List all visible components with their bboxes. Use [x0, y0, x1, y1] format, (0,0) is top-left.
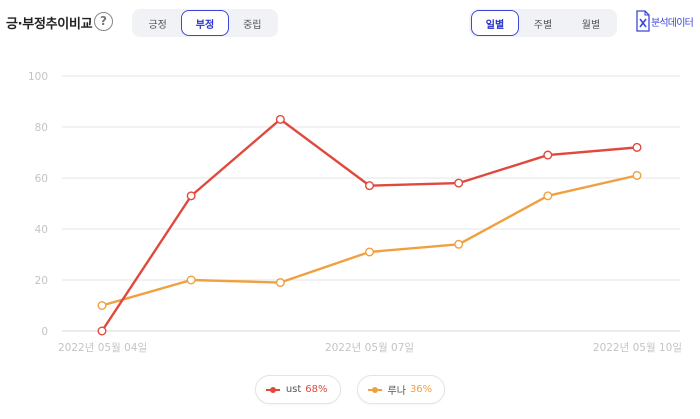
data-point-루나-2022-05-09	[543, 191, 553, 201]
data-point-루나-2022-05-05	[186, 275, 196, 285]
y-tick-60: 60	[35, 173, 48, 185]
x-axis-ticks: 2022년 05월 04일 2022년 05월 07일 2022년 05월 10일	[58, 341, 682, 354]
legend-marker-ust	[265, 386, 280, 394]
chart-header: 긍·부정추이비교 ? 긍정 부정 중립 일별 주별 월별 분석데이터	[0, 0, 700, 46]
y-tick-100: 100	[28, 71, 48, 83]
y-tick-0: 0	[41, 326, 48, 338]
data-point-루나-2022-05-07	[365, 247, 375, 257]
tab-daily[interactable]: 일별	[471, 10, 519, 36]
data-point-루나-2022-05-08	[454, 239, 464, 249]
series-line-루나	[101, 174, 638, 307]
data-point-ust-2022-05-09	[543, 150, 553, 160]
tab-neutral[interactable]: 중립	[243, 19, 262, 31]
data-point-루나-2022-05-10	[632, 170, 642, 180]
data-point-ust-2022-05-04	[97, 326, 107, 336]
x-tick-2022-05-10: 2022년 05월 10일	[593, 341, 682, 354]
data-point-ust-2022-05-10	[632, 142, 642, 152]
x-tick-2022-05-04: 2022년 05월 04일	[58, 341, 147, 354]
data-point-ust-2022-05-07	[365, 181, 375, 191]
data-point-루나-2022-05-06	[275, 278, 285, 288]
data-point-ust-2022-05-08	[454, 178, 464, 188]
sentiment-tab-group: 긍정 부정 중립	[132, 9, 278, 37]
tab-positive[interactable]: 긍정	[148, 19, 167, 31]
y-axis-ticks: 0 20 40 60 80 100	[28, 71, 48, 338]
chart-grid	[62, 75, 680, 332]
download-data-button[interactable]: 분석데이터	[636, 10, 694, 32]
tab-monthly[interactable]: 월별	[581, 19, 601, 31]
excel-file-icon	[636, 10, 650, 32]
data-point-루나-2022-05-04	[97, 300, 107, 310]
legend-marker-luna	[367, 386, 382, 394]
data-point-ust-2022-05-05	[186, 191, 196, 201]
legend-label-luna: 루나	[387, 386, 406, 397]
legend-item-luna[interactable]: 루나 36%	[356, 375, 446, 404]
legend-percent-luna: 36%	[409, 384, 433, 395]
y-tick-80: 80	[35, 122, 48, 134]
help-icon[interactable]: ?	[94, 12, 113, 31]
legend-percent-ust: 68%	[305, 384, 328, 395]
page-title: 긍·부정추이비교	[6, 17, 93, 32]
legend-label-ust: ust	[285, 384, 302, 395]
y-tick-20: 20	[35, 275, 48, 287]
series-line-ust	[100, 118, 638, 332]
x-tick-2022-05-07: 2022년 05월 07일	[325, 341, 414, 354]
tab-weekly[interactable]: 주별	[533, 19, 553, 31]
legend-item-ust[interactable]: ust 68%	[254, 375, 341, 404]
chart-legend: ust 68% 루나 36%	[0, 375, 700, 404]
tab-negative[interactable]: 부정	[181, 10, 229, 36]
download-label: 분석데이터	[651, 17, 694, 29]
period-tab-group: 일별 주별 월별	[469, 9, 617, 37]
y-tick-40: 40	[35, 224, 48, 236]
data-point-ust-2022-05-06	[275, 114, 285, 124]
chart-series	[97, 114, 642, 336]
